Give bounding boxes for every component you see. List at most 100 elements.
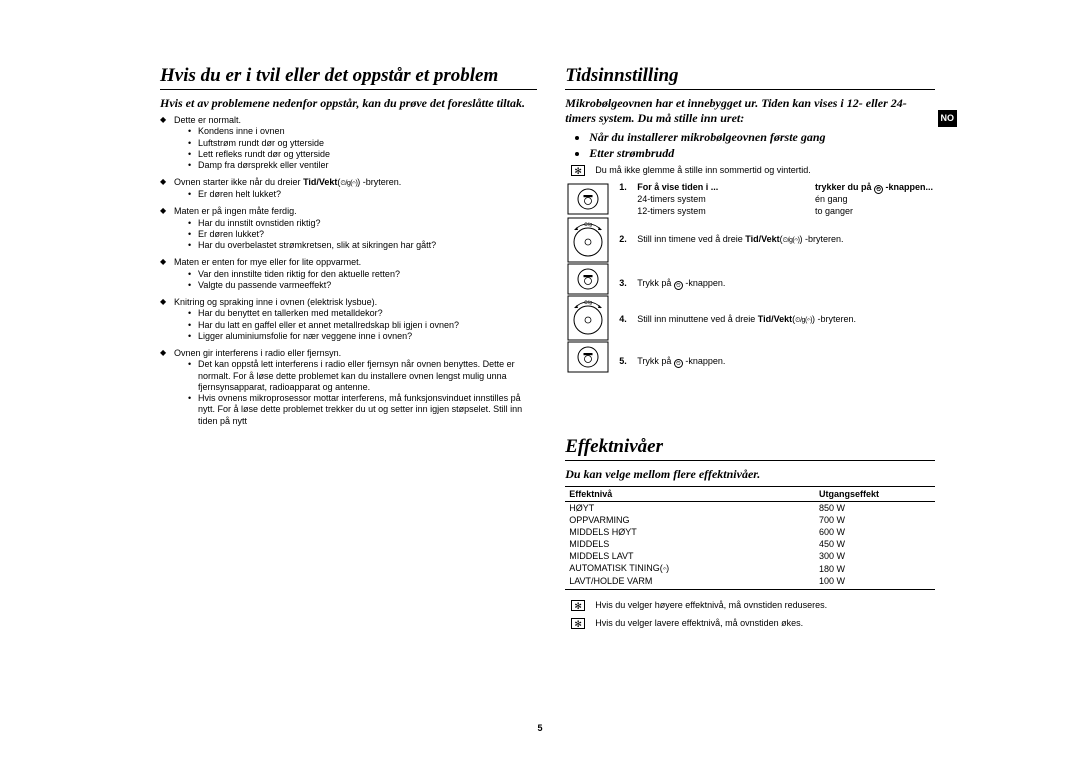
power-name-cell: HØYT — [565, 502, 815, 515]
power-name-cell: MIDDELS HØYT — [565, 526, 815, 538]
left-column: Hvis du er i tvil eller det oppstår et p… — [160, 65, 537, 635]
note-icon: ✻ — [571, 600, 585, 611]
section-power: Effektnivåer Du kan velge mellom flere e… — [565, 436, 935, 629]
step-item: 5. Trykk på ⏲ -knappen. — [619, 356, 935, 376]
power-watt-cell: 850 W — [815, 502, 935, 515]
note-icon: ✻ — [571, 618, 585, 629]
step-body: Still inn timene ved å dreie Tid/Vekt(⏲/… — [637, 234, 935, 278]
language-tab: NO — [938, 110, 958, 127]
problem-sub-list: Er døren helt lukket? — [174, 189, 537, 200]
problem-list: Dette er normalt.Kondens inne i ovnenLuf… — [160, 115, 537, 427]
problem-sub-item: Det kan oppstå lett interferens i radio … — [188, 359, 537, 393]
steps-wrapper: ⏲/g — [565, 182, 935, 416]
step-body: Trykk på ⏲ -knappen. — [637, 278, 935, 314]
time-condition-item: Etter strømbrudd — [589, 146, 935, 162]
power-note: ✻ Hvis du velger lavere effektnivå, må ov… — [571, 618, 935, 629]
problem-group-head: Maten er enten for mye eller for lite op… — [174, 257, 537, 268]
table-row: MIDDELS LAVT300 W — [565, 550, 935, 562]
power-name-cell: OPPVARMING — [565, 514, 815, 526]
problem-sub-item: Har du latt en gaffel eller et annet met… — [188, 320, 537, 331]
problem-group-head: Ovnen starter ikke når du dreier Tid/Vek… — [174, 177, 537, 189]
time-condition-item: Når du installerer mikrobølgeovnen først… — [589, 130, 935, 146]
problem-group-head: Maten er på ingen måte ferdig. — [174, 206, 537, 217]
problem-group: Maten er på ingen måte ferdig.Har du inn… — [160, 206, 537, 251]
time-note: ✻ Du må ikke glemme å stille inn sommert… — [571, 165, 935, 176]
note-text: Hvis du velger lavere effektnivå, må ovn… — [595, 618, 803, 629]
power-name-cell: LAVT/HOLDE VARM — [565, 575, 815, 590]
manual-page: Hvis du er i tvil eller det oppstår et p… — [160, 65, 935, 635]
table-row: MIDDELS HØYT600 W — [565, 526, 935, 538]
problem-group-head: Dette er normalt. — [174, 115, 537, 126]
power-table: Effektnivå Utgangseffekt HØYT850 WOPPVAR… — [565, 486, 935, 590]
step-illustrations: ⏲/g — [565, 182, 611, 416]
step-number: 1. — [619, 182, 631, 234]
power-watt-cell: 180 W — [815, 562, 935, 575]
problem-group-head: Knitring og spraking inne i ovnen (elekt… — [174, 297, 537, 308]
problem-sub-item: Har du benyttet en tallerken med metalld… — [188, 308, 537, 319]
problem-sub-list: Var den innstilte tiden riktig for den a… — [174, 269, 537, 292]
power-watt-cell: 600 W — [815, 526, 935, 538]
problem-sub-item: Er døren lukket? — [188, 229, 537, 240]
problem-sub-item: Ligger aluminiumsfolie for nær veggene i… — [188, 331, 537, 342]
left-title: Hvis du er i tvil eller det oppstår et p… — [160, 65, 537, 90]
power-title: Effektnivåer — [565, 436, 935, 461]
power-watt-cell: 450 W — [815, 538, 935, 550]
step-item: 1.For å vise tiden i ...trykker du på ⏲ … — [619, 182, 935, 234]
step-item: 2.Still inn timene ved å dreie Tid/Vekt(… — [619, 234, 935, 278]
table-row: AUTOMATISK TINING(𝄐)180 W — [565, 562, 935, 575]
power-th-watt: Utgangseffekt — [815, 487, 935, 502]
problem-sub-list: Det kan oppstå lett interferens i radio … — [174, 359, 537, 427]
steps-text: 1.For å vise tiden i ...trykker du på ⏲ … — [619, 182, 935, 416]
power-watt-cell: 700 W — [815, 514, 935, 526]
problem-group-head: Ovnen gir interferens i radio eller fjer… — [174, 348, 537, 359]
section-time: Tidsinnstilling Mikrobølgeovnen har et i… — [565, 65, 935, 416]
problem-group: Knitring og spraking inne i ovnen (elekt… — [160, 297, 537, 342]
problem-sub-item: Var den innstilte tiden riktig for den a… — [188, 269, 537, 280]
problem-group: Ovnen starter ikke når du dreier Tid/Vek… — [160, 177, 537, 200]
problem-group: Dette er normalt.Kondens inne i ovnenLuf… — [160, 115, 537, 171]
power-watt-cell: 300 W — [815, 550, 935, 562]
power-th-name: Effektnivå — [565, 487, 815, 502]
step-body: For å vise tiden i ...trykker du på ⏲ -k… — [637, 182, 935, 234]
table-row: OPPVARMING700 W — [565, 514, 935, 526]
note-text: Du må ikke glemme å stille inn sommertid… — [595, 165, 811, 176]
problem-sub-item: Er døren helt lukket? — [188, 189, 537, 200]
problem-sub-item: Lett refleks rundt dør og ytterside — [188, 149, 537, 160]
right-column: Tidsinnstilling Mikrobølgeovnen har et i… — [565, 65, 935, 635]
power-name-cell: MIDDELS LAVT — [565, 550, 815, 562]
svg-text:⏲/g: ⏲/g — [584, 222, 592, 228]
power-name-cell: AUTOMATISK TINING(𝄐) — [565, 562, 815, 575]
power-note: ✻ Hvis du velger høyere effektnivå, må ov… — [571, 600, 935, 611]
power-intro: Du kan velge mellom flere effektnivåer. — [565, 467, 935, 482]
problem-sub-item: Damp fra dørsprekk eller ventiler — [188, 160, 537, 171]
step-body: Trykk på ⏲ -knappen. — [637, 356, 935, 376]
table-row: MIDDELS450 W — [565, 538, 935, 550]
step-body: Still inn minuttene ved å dreie Tid/Vekt… — [637, 314, 935, 356]
problem-sub-item: Luftstrøm rundt dør og ytterside — [188, 138, 537, 149]
step-number: 3. — [619, 278, 631, 314]
power-watt-cell: 100 W — [815, 575, 935, 590]
step-item: 4.Still inn minuttene ved å dreie Tid/Ve… — [619, 314, 935, 356]
note-text: Hvis du velger høyere effektnivå, må ovn… — [595, 600, 827, 611]
problem-sub-list: Kondens inne i ovnenLuftstrøm rundt dør … — [174, 126, 537, 171]
problem-sub-item: Har du overbelastet strømkretsen, slik a… — [188, 240, 537, 251]
time-title: Tidsinnstilling — [565, 65, 935, 90]
step-item: 3.Trykk på ⏲ -knappen. — [619, 278, 935, 314]
page-number: 5 — [537, 723, 542, 733]
step-number: 2. — [619, 234, 631, 278]
note-icon: ✻ — [571, 165, 585, 176]
time-conditions: Når du installerer mikrobølgeovnen først… — [565, 130, 935, 161]
problem-sub-item: Kondens inne i ovnen — [188, 126, 537, 137]
step-number: 5. — [619, 356, 631, 376]
problem-sub-item: Hvis ovnens mikroprosessor mottar interf… — [188, 393, 537, 427]
table-row: HØYT850 W — [565, 502, 935, 515]
time-intro: Mikrobølgeovnen har et innebygget ur. Ti… — [565, 96, 935, 126]
problem-sub-item: Valgte du passende varmeeffekt? — [188, 280, 537, 291]
problem-sub-item: Har du innstilt ovnstiden riktig? — [188, 218, 537, 229]
problem-sub-list: Har du innstilt ovnstiden riktig?Er døre… — [174, 218, 537, 252]
svg-text:⏲/g: ⏲/g — [584, 300, 592, 306]
problem-group: Ovnen gir interferens i radio eller fjer… — [160, 348, 537, 427]
step-number: 4. — [619, 314, 631, 356]
left-intro: Hvis et av problemene nedenfor oppstår, … — [160, 96, 537, 111]
table-row: LAVT/HOLDE VARM100 W — [565, 575, 935, 590]
